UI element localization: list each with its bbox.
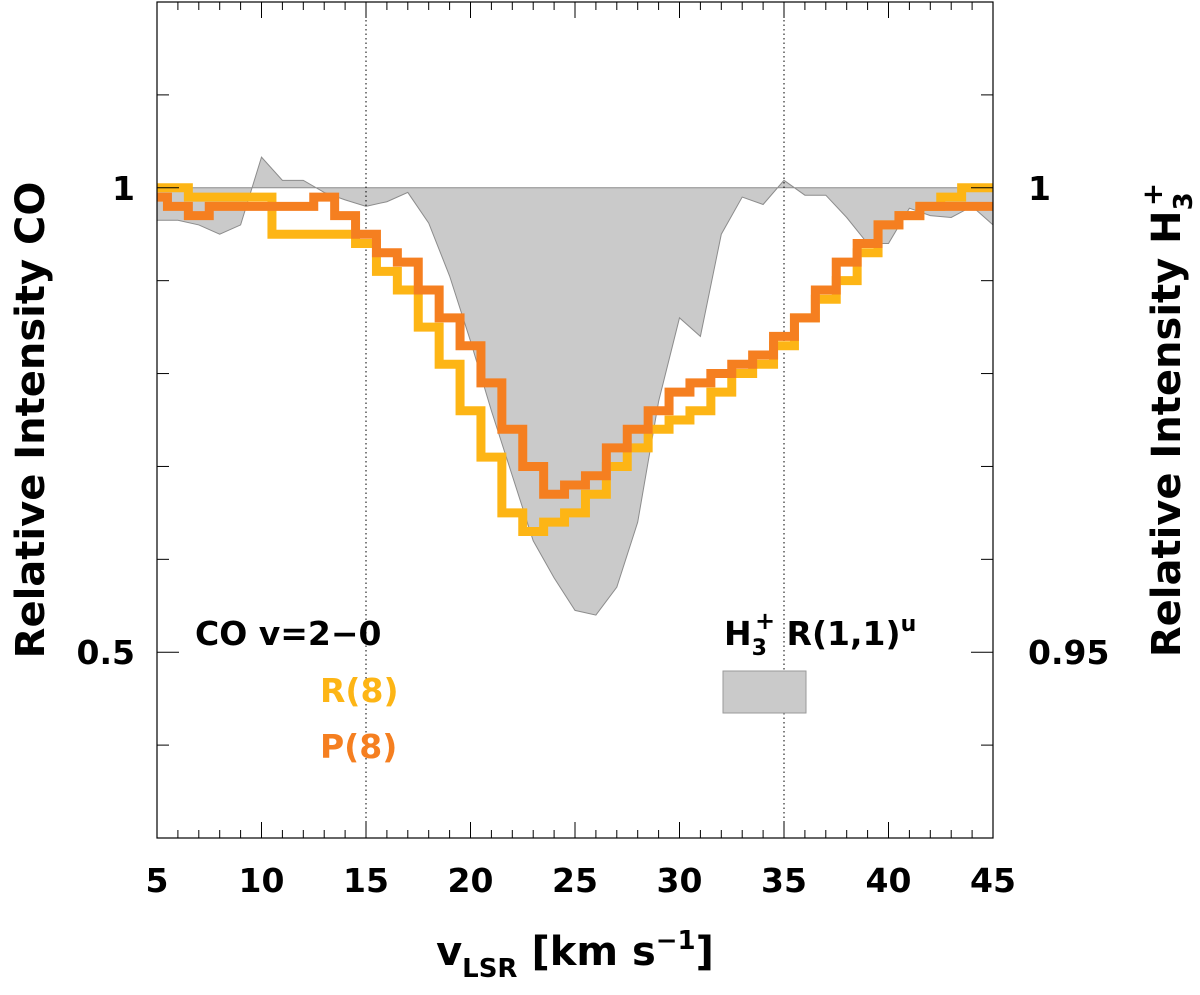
tick-labels: 5 10 15 20 25 30 35 40 45 1 0.5 1 0.95 — [77, 169, 1110, 900]
y-left-axis-label: Relative Intensity CO — [8, 182, 54, 659]
legend-h3-swatch — [722, 670, 807, 714]
series-p8-line — [157, 192, 993, 499]
x-axis-label-main: v — [436, 929, 462, 975]
x-tick-label-30: 30 — [657, 861, 703, 900]
x-tick-label-35: 35 — [761, 861, 807, 900]
y-right-tick-label-0: 1 — [1028, 169, 1051, 208]
co-series-layer — [157, 183, 993, 536]
x-axis-label-exp: −1 — [656, 926, 696, 956]
legend-h3-sub: 3 — [752, 636, 767, 661]
y-left-tick-label-1: 0.5 — [77, 633, 135, 672]
legend-co-title: CO v=2−0 — [195, 614, 382, 653]
x-tick-label-5: 5 — [146, 861, 169, 900]
x-tick-label-45: 45 — [970, 861, 1016, 900]
y-right-tick-label-1: 0.95 — [1028, 633, 1109, 672]
y-right-axis-label-main: Relative Intensity H — [1144, 210, 1190, 657]
x-tick-label-40: 40 — [866, 861, 912, 900]
legend-h3-u: u — [901, 612, 917, 637]
legend-h3-rest: R(1,1) — [775, 614, 901, 653]
x-axis-label-units: [km s — [531, 929, 655, 975]
x-tick-label-20: 20 — [448, 861, 494, 900]
legend-h3-label: H3+ R(1,1)u — [724, 607, 916, 661]
legend-h3-sup: + — [755, 607, 775, 635]
legend-p8-label: P(8) — [320, 727, 397, 766]
x-tick-label-15: 15 — [343, 861, 389, 900]
legend-r8-label: R(8) — [320, 671, 399, 710]
x-axis-label-close: ] — [696, 929, 714, 975]
legend-h3-main: H — [724, 614, 752, 653]
h3-absorption-area — [156, 156, 994, 616]
ticks — [156, 1, 994, 839]
x-axis-label: vLSR [km s−1] — [436, 926, 714, 984]
x-tick-label-25: 25 — [552, 861, 598, 900]
y-right-axis-label-sup: + — [1136, 183, 1169, 206]
y-left-tick-label-0: 1 — [112, 169, 135, 208]
y-right-axis-label-sub: 3 — [1169, 192, 1199, 210]
h3-area-layer — [156, 156, 994, 616]
x-axis-label-sub: LSR — [462, 954, 517, 984]
x-tick-label-10: 10 — [239, 861, 285, 900]
y-right-axis-label: Relative Intensity H3+ — [1136, 183, 1199, 657]
